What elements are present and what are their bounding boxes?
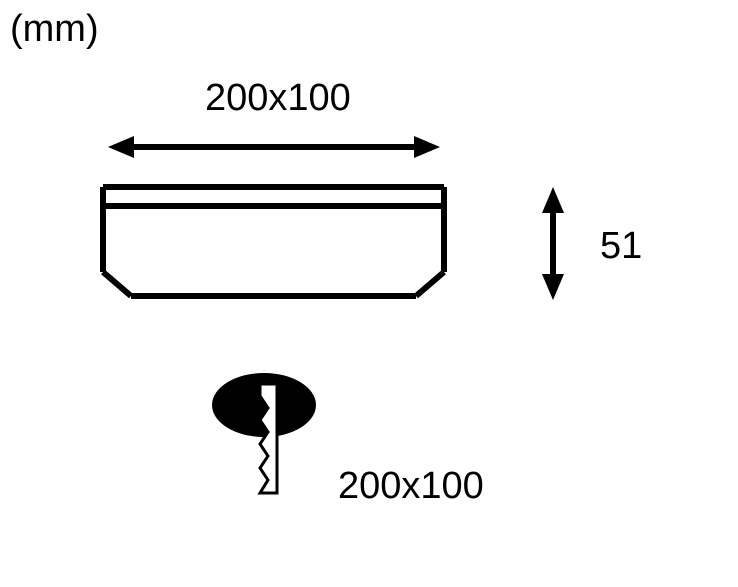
body-profile [103,187,444,296]
saw-cut-icon [212,373,316,493]
diagram-svg [0,0,738,587]
dimension-diagram: (mm) 200x100 51 200x100 [0,0,738,587]
height-arrow [542,187,564,300]
width-arrow [108,136,440,158]
